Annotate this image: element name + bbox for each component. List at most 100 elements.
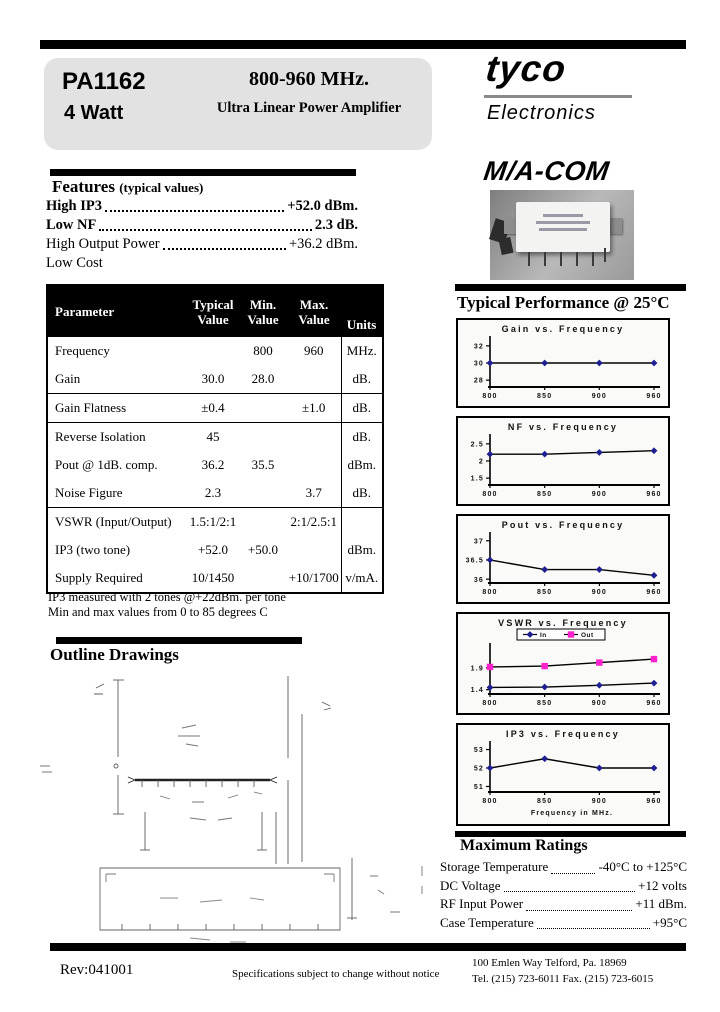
spec-row: Gain Flatness ±0.4 ±1.0 dB. [47, 393, 383, 423]
spec-cell-min [239, 564, 287, 593]
spec-cell-min [239, 423, 287, 452]
spec-col-header: Typical Value [187, 285, 239, 337]
svg-text:2: 2 [479, 459, 484, 466]
svg-text:51: 51 [474, 784, 484, 791]
svg-text:28: 28 [474, 378, 484, 385]
chart-title: IP3 vs. Frequency [506, 729, 620, 739]
spec-cell-typ: 1.5:1/2:1 [189, 514, 237, 529]
product-subtitle: Ultra Linear Power Amplifier [216, 100, 402, 116]
spec-cell-min: 800 [253, 343, 273, 358]
svg-text:2.5: 2.5 [471, 441, 484, 448]
spec-cell-param: VSWR (Input/Output) [55, 514, 172, 529]
item-value: +11 dBm. [635, 896, 687, 911]
product-photo [488, 190, 634, 280]
features-title-suffix: (typical values) [119, 180, 204, 195]
spec-cell-units: dB. [340, 365, 383, 394]
footer-revision: Rev:041001 [60, 962, 134, 978]
svg-text:900: 900 [592, 491, 607, 498]
chart-ip3-vs-frequency: IP3 vs. Frequency 53 52 51 800 850 900 960 Frequ… [456, 723, 670, 826]
ratings-title: Maximum Ratings [460, 837, 588, 854]
spec-cell-min [239, 393, 287, 423]
svg-text:36.5: 36.5 [466, 558, 484, 565]
svg-text:1.4: 1.4 [471, 687, 484, 694]
spec-cell-max: ±1.0 [287, 393, 341, 423]
spec-cell-min [239, 479, 287, 508]
svg-text:960: 960 [646, 700, 661, 707]
power-rating: 4 Watt [64, 102, 124, 124]
spec-table-body: Frequency 800 960 MHz. Gain 30.0 28.0 dB. Gain F… [47, 337, 383, 593]
chart-gain-vs-frequency: Gain vs. Frequency 32 30 28 800 850 900 960 [456, 318, 670, 408]
spec-row: Reverse Isolation 45 dB. [47, 422, 383, 452]
chart-pout-vs-frequency: Pout vs. Frequency 37 36.5 36 800 850 900 960 [456, 514, 670, 604]
spec-cell-max [287, 365, 341, 394]
spec-row: Frequency 800 960 MHz. [47, 337, 383, 365]
leader-row: High Output Power +36.2 dBm. [46, 235, 358, 254]
spec-cell-units: dB. [340, 479, 383, 508]
svg-text:850: 850 [537, 393, 552, 400]
leader-row: Storage Temperature -40°C to +125°C [440, 858, 687, 877]
outline-title: Outline Drawings [50, 645, 179, 664]
spec-table: Parameter Typical Value Min. Value Max. Value U… [46, 284, 384, 594]
spec-col-header: Units [341, 285, 383, 337]
spec-cell-typ: ±0.4 [187, 393, 239, 423]
ratings-rule [455, 831, 686, 837]
module-label-line [536, 221, 590, 224]
spec-row: Supply Required 10/1450 +10/1700 v/mA. [47, 564, 383, 593]
spec-cell-max: 960 [304, 343, 324, 358]
module-pin [604, 248, 606, 262]
spec-cell-typ [187, 337, 239, 365]
spec-cell-max [287, 536, 341, 564]
header-right: 800-960 MHz. Ultra Linear Power Amplifie… [194, 68, 424, 117]
footer-address: 100 Emlen Way Telford, Pa. 18969 Tel. (2… [472, 955, 653, 987]
module-label-line [543, 214, 583, 217]
spec-row: IP3 (two tone) +52.0 +50.0 dBm. [47, 536, 383, 564]
spec-cell-param: Supply Required [55, 570, 143, 585]
part-number: PA1162 [62, 68, 146, 95]
spec-cell-min: 35.5 [251, 457, 275, 472]
item-label: High IP3 [46, 198, 102, 214]
frequency-range: 800-960 MHz. [249, 68, 369, 90]
svg-text:850: 850 [537, 589, 552, 596]
svg-text:36: 36 [474, 577, 484, 584]
module-pin [592, 252, 594, 266]
photo-connector-blob [498, 236, 514, 256]
item-label: High Output Power [46, 236, 160, 252]
outline-rule [56, 637, 302, 644]
spec-cell-units: v/mA. [340, 564, 383, 593]
svg-text:850: 850 [537, 798, 552, 805]
ratings-list: Storage Temperature -40°C to +125°C DC Vol… [440, 858, 687, 932]
spec-cell-units: dB. [340, 422, 383, 451]
spec-cell-max [287, 423, 341, 452]
chart-title: VSWR vs. Frequency [498, 618, 628, 628]
spec-col-header: Parameter [47, 285, 187, 337]
top-rule [40, 40, 686, 49]
item-label: RF Input Power [440, 896, 524, 911]
footer-notice: Specifications subject to change without… [232, 968, 440, 980]
svg-text:960: 960 [646, 393, 661, 400]
spec-cell-typ: +52.0 [197, 542, 229, 557]
item-label: Storage Temperature [440, 859, 549, 874]
chart-plot: 2.5 2 1.5 800 850 900 960 [471, 434, 660, 498]
chart-nf-vs-frequency: NF vs. Frequency 2.5 2 1.5 800 850 900 960 [456, 416, 670, 506]
svg-text:52: 52 [474, 766, 484, 773]
leader-row: DC Voltage +12 volts [440, 877, 687, 896]
spec-cell-typ: 45 [206, 429, 220, 444]
spec-cell-param: Frequency [55, 343, 110, 358]
dot-leader [503, 891, 636, 892]
outline-drawing [40, 676, 423, 943]
svg-text:800: 800 [482, 491, 497, 498]
table-note: Min and max values from 0 to 85 degrees … [48, 605, 268, 619]
features-rule [50, 169, 356, 176]
item-value: +12 volts [638, 877, 687, 893]
spec-cell-units [340, 507, 383, 536]
item-label: Low Cost [46, 255, 103, 271]
module-pin [576, 252, 578, 266]
dot-leader [99, 229, 312, 231]
tyco-logo-underline [484, 95, 632, 98]
spec-cell-max: +10/1700 [288, 570, 339, 585]
leader-row: RF Input Power +11 dBm. [440, 895, 687, 914]
item-value: +36.2 dBm. [288, 236, 358, 252]
svg-text:In: In [540, 632, 547, 639]
spec-cell-units: dBm. [340, 451, 383, 479]
svg-text:850: 850 [537, 700, 552, 707]
